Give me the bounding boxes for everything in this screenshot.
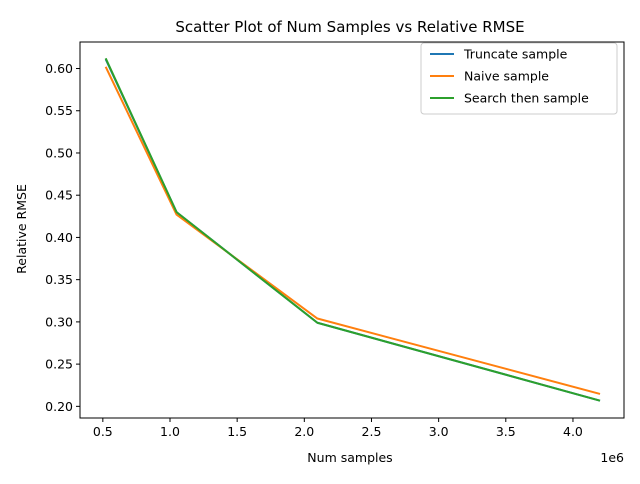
axes-frame <box>79 41 625 419</box>
x-tick-label: 2.5 <box>362 424 382 439</box>
legend-label-3: Search then sample <box>464 91 589 106</box>
plot-area <box>104 57 601 402</box>
legend-box <box>420 42 618 115</box>
y-tick-label: 0.20 <box>45 399 73 414</box>
y-tick-label: 0.60 <box>45 61 73 76</box>
x-tick-label: 2.0 <box>294 424 314 439</box>
y-tick-label: 0.30 <box>45 314 73 329</box>
series-line-3 <box>104 57 601 402</box>
legend: Truncate sample Naive sample Search then s… <box>420 42 618 115</box>
chart-title: Scatter Plot of Num Samples vs Relative … <box>175 18 524 36</box>
legend-label-1: Truncate sample <box>463 47 568 62</box>
y-tick-label: 0.50 <box>45 145 73 160</box>
axes: 0.5 1.0 1.5 2.0 2.5 3.0 3.5 4.0 0.20 0.25 0.30 0.35… <box>45 41 625 439</box>
y-tick-label: 0.40 <box>45 230 73 245</box>
y-tick-label: 0.55 <box>45 103 73 118</box>
x-tick-label: 4.0 <box>563 424 583 439</box>
legend-label-2: Naive sample <box>464 69 549 84</box>
y-tick-label: 0.45 <box>45 188 73 203</box>
x-tick-label: 0.5 <box>93 424 113 439</box>
y-tick-label: 0.35 <box>45 272 73 287</box>
x-axis-offset-label: 1e6 <box>600 450 624 465</box>
y-axis-title: Relative RMSE <box>14 184 29 274</box>
x-tick-label: 1.0 <box>160 424 180 439</box>
x-tick-label: 3.5 <box>496 424 516 439</box>
x-axis-title: Num samples <box>307 450 392 465</box>
x-tick-label: 3.0 <box>429 424 449 439</box>
y-tick-label: 0.25 <box>45 357 73 372</box>
x-tick-label: 1.5 <box>227 424 247 439</box>
